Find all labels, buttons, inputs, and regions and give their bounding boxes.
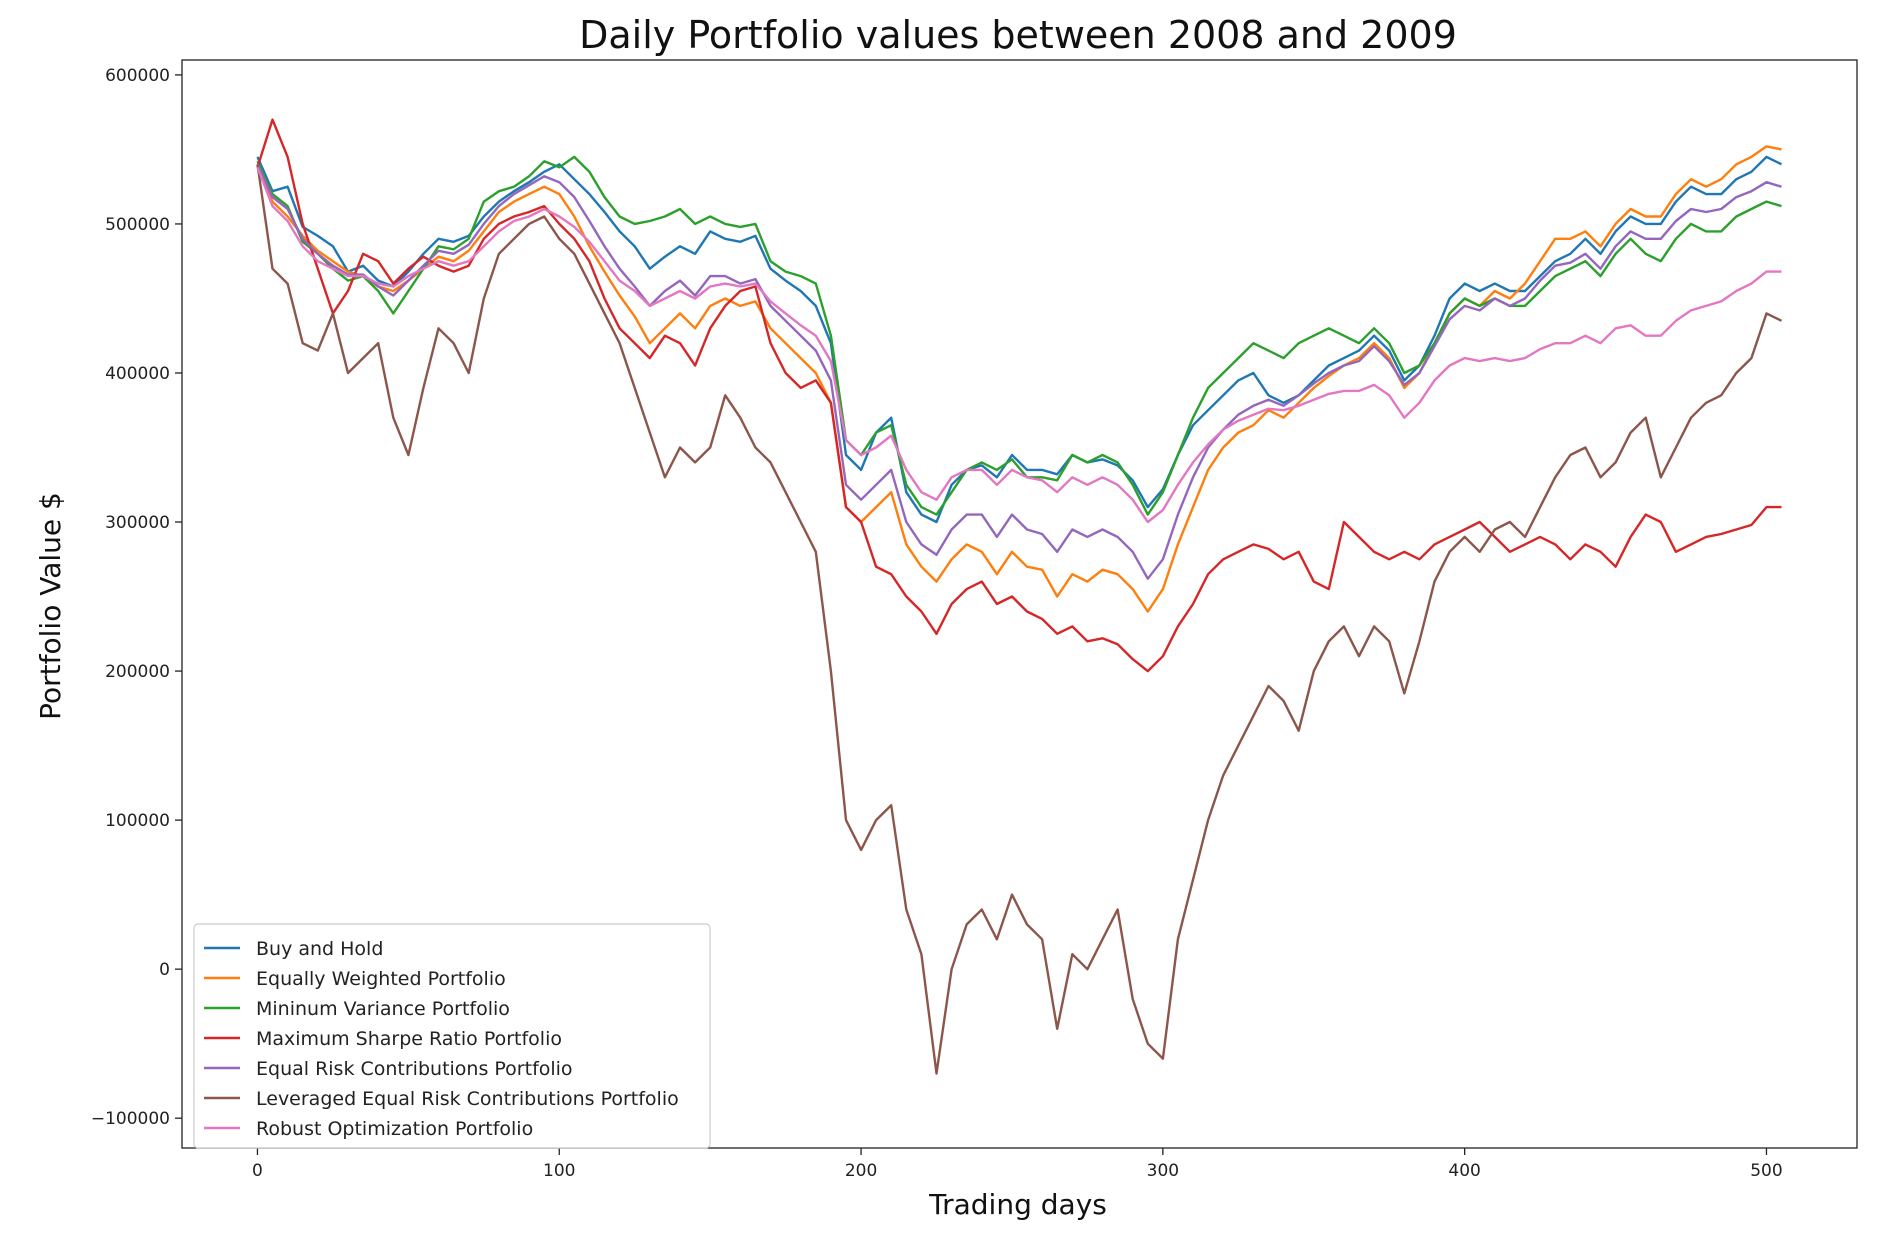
x-tick-label: 200 <box>845 1161 877 1181</box>
x-tick-label: 400 <box>1448 1161 1480 1181</box>
chart-title: Daily Portfolio values between 2008 and … <box>579 13 1457 57</box>
series-line-2 <box>256 145 1782 613</box>
series-line-4 <box>256 118 1782 673</box>
legend-label: Equal Risk Contributions Portfolio <box>256 1058 573 1080</box>
x-tick-label: 300 <box>1147 1161 1179 1181</box>
series-line-7 <box>256 166 1782 524</box>
series-line-6 <box>256 164 1783 1075</box>
series-lines <box>256 118 1783 1075</box>
legend-label: Maximum Sharpe Ratio Portfolio <box>256 1028 562 1050</box>
legend-label: Mininum Variance Portfolio <box>256 998 510 1020</box>
legend: Buy and Hold Equally Weighted Portfolio Mi… <box>193 923 711 1149</box>
y-tick-label: −100000 <box>91 1109 170 1129</box>
legend-label: Robust Optimization Portfolio <box>256 1118 533 1140</box>
x-tick-label: 100 <box>543 1161 575 1181</box>
legend-label: Leveraged Equal Risk Contributions Portf… <box>256 1088 679 1110</box>
legend-label: Buy and Hold <box>256 938 383 960</box>
x-tick-label: 0 <box>252 1161 263 1181</box>
x-axis-label: Trading days <box>928 1188 1107 1221</box>
y-axis: −100000 0 100000 200000 300000 400000 500000 60… <box>91 66 182 1129</box>
series-line-1 <box>256 155 1783 524</box>
legend-box <box>193 923 711 1149</box>
y-tick-label: 0 <box>159 960 170 980</box>
x-tick-label: 500 <box>1750 1161 1782 1181</box>
y-tick-label: 100000 <box>105 811 170 831</box>
y-tick-label: 200000 <box>105 662 170 682</box>
y-tick-label: 500000 <box>105 215 170 235</box>
y-axis-label: Portfolio Value $ <box>34 492 67 720</box>
y-tick-label: 600000 <box>105 66 170 86</box>
plot-area <box>181 59 1858 1149</box>
y-tick-label: 300000 <box>105 513 170 533</box>
legend-label: Equally Weighted Portfolio <box>256 968 506 990</box>
series-line-3 <box>256 155 1782 516</box>
x-axis: 0 100 200 300 400 500 <box>252 1148 1783 1181</box>
y-tick-label: 400000 <box>105 364 170 384</box>
plot-frame <box>181 59 1858 1149</box>
series-line-5 <box>256 163 1782 580</box>
